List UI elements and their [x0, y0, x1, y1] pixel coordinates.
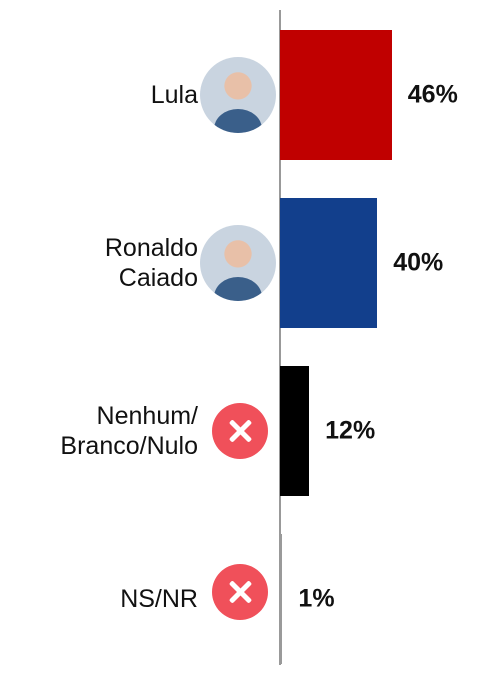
candidate-photo: [200, 225, 276, 301]
axis-line: [279, 10, 281, 665]
category-label: Lula: [150, 81, 198, 109]
x-icon: [212, 564, 268, 620]
bar: [280, 30, 392, 160]
bar: [280, 366, 310, 496]
bar: [280, 534, 283, 664]
category-label: Ronaldo Caiado: [104, 234, 198, 292]
value-label: 12%: [325, 416, 376, 445]
category-label: NS/NR: [120, 585, 198, 613]
bar: [280, 198, 378, 328]
value-label: 46%: [407, 80, 458, 109]
x-icon: [212, 403, 268, 459]
category-label: Nenhum/ Branco/Nulo: [60, 402, 198, 460]
value-label: 1%: [298, 584, 335, 613]
candidate-photo: [200, 57, 276, 133]
value-label: 40%: [393, 248, 444, 277]
